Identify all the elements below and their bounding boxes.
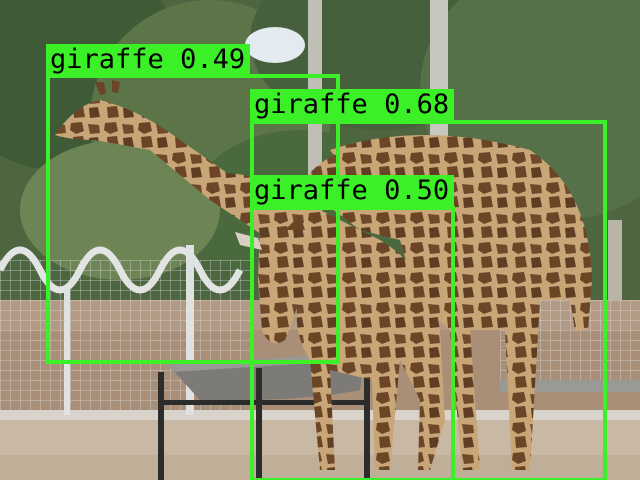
detection-label-3: giraffe 0.50 bbox=[250, 175, 454, 207]
detection-box-3 bbox=[250, 206, 455, 480]
detection-class-1: giraffe bbox=[50, 44, 164, 75]
detection-score-1: 0.49 bbox=[180, 44, 246, 75]
detection-class-3: giraffe bbox=[254, 175, 368, 206]
detection-label-1: giraffe 0.49 bbox=[46, 44, 250, 76]
detection-box-1 bbox=[46, 74, 340, 364]
detection-class-2: giraffe bbox=[254, 89, 368, 120]
detection-score-2: 0.68 bbox=[384, 89, 450, 120]
detection-score-3: 0.50 bbox=[384, 175, 450, 206]
detection-label-2: giraffe 0.68 bbox=[250, 89, 454, 121]
giraffes bbox=[55, 80, 592, 471]
